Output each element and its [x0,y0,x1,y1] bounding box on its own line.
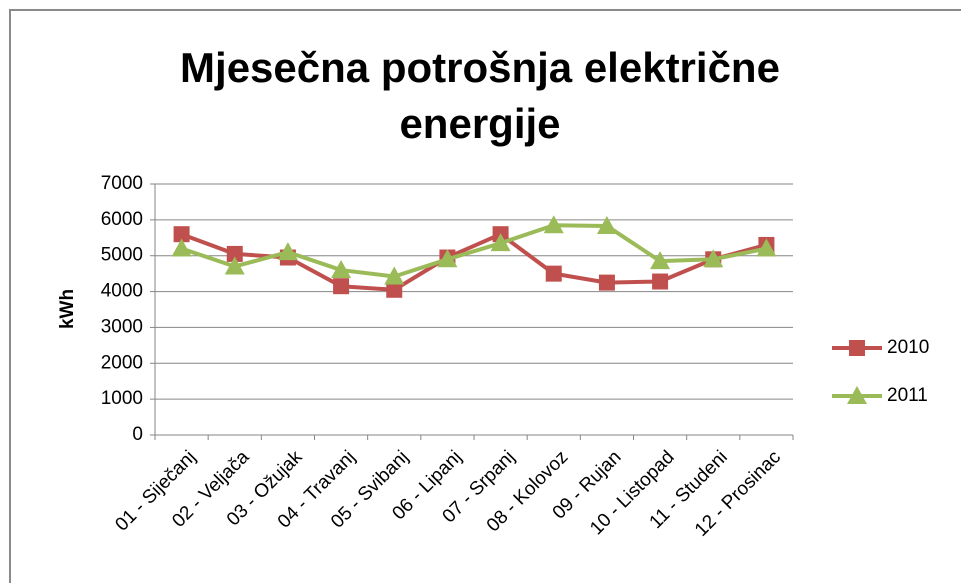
chart-frame [9,9,961,583]
y-axis-label: kWh [57,289,78,329]
legend-label: 2010 [887,337,929,358]
y-tick-label: 5000 [101,245,143,266]
marker [331,260,352,279]
y-tick-label: 3000 [101,316,143,337]
marker [490,233,511,252]
chart-title: Mjesečna potrošnja električne energije [180,44,780,147]
marker [545,265,562,282]
marker [703,249,724,268]
y-tick-label: 4000 [101,281,143,302]
y-tick-label: 2000 [101,352,143,373]
marker [437,249,458,268]
series-line [180,232,767,292]
marker [384,266,405,285]
y-tick-label: 1000 [101,388,143,409]
marker [386,281,403,298]
marker [277,242,298,261]
marker [226,245,243,262]
marker [596,215,617,234]
marker [598,274,615,291]
marker [652,273,669,290]
marker [173,226,190,243]
marker [333,278,350,295]
marker [849,340,865,356]
marker [847,386,867,404]
marker [756,238,777,257]
y-tick-label: 6000 [101,209,143,230]
marker [224,256,245,275]
y-tick-label: 7000 [101,173,143,194]
marker [171,238,192,257]
y-tick-label: 0 [132,424,143,445]
series-line [180,223,767,279]
marker [650,251,671,270]
legend-label: 2011 [887,385,928,406]
marker [543,215,564,234]
